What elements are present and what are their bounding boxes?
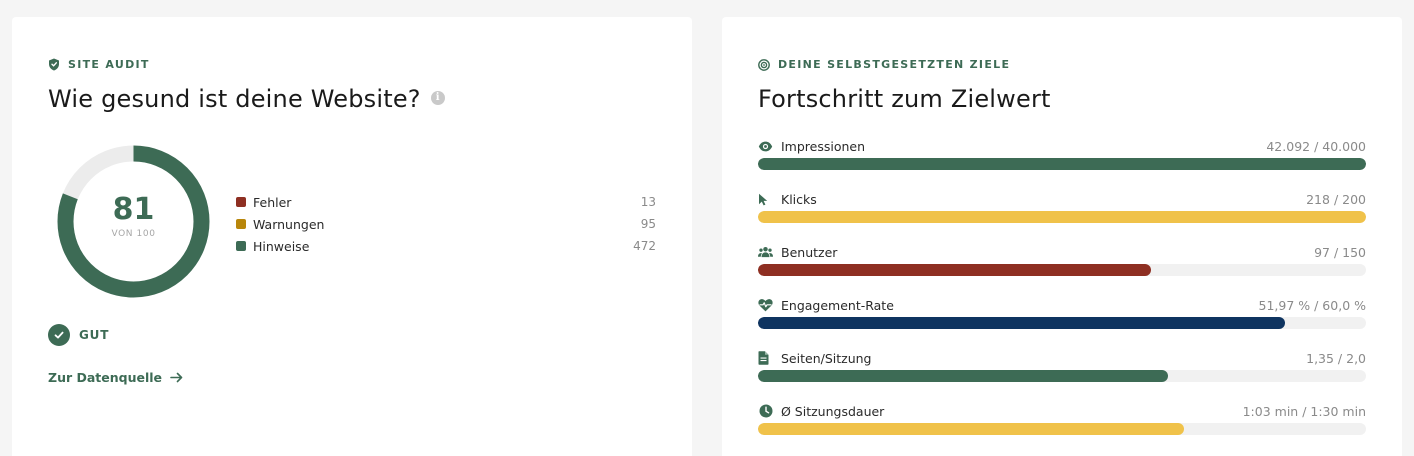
eyebrow-label: SITE AUDIT	[68, 58, 150, 71]
legend-value: 13	[640, 195, 656, 209]
goal-progress-track	[758, 370, 1366, 382]
issue-legend: Fehler 13 Warnungen 95 Hinweise 472	[236, 191, 656, 257]
health-score: 81	[112, 192, 155, 227]
goal-value: 42.092 / 40.000	[1266, 138, 1366, 154]
goal-progress-track	[758, 264, 1366, 276]
goals-title: Fortschritt zum Zielwert	[758, 85, 1051, 113]
data-source-link-label: Zur Datenquelle	[48, 370, 163, 385]
goal-progress-track	[758, 158, 1366, 170]
site-audit-card: SITE AUDIT Wie gesund ist deine Website?…	[12, 17, 692, 456]
legend-value: 95	[640, 217, 656, 231]
cursor-icon	[758, 192, 773, 207]
goal-label: Klicks	[781, 191, 817, 207]
legend-swatch	[236, 219, 246, 229]
goals-list: Impressionen 42.092 / 40.000 Klicks 218 …	[758, 137, 1366, 455]
arrow-right-icon	[170, 372, 183, 383]
goal-value: 218 / 200	[1306, 191, 1366, 207]
goal-progress-fill	[758, 211, 1366, 223]
goal-item-pages-per-session: Seiten/Sitzung 1,35 / 2,0	[758, 349, 1366, 402]
status-badge: GUT	[48, 324, 109, 346]
goals-eyebrow: DEINE SELBSTGESETZTEN ZIELE	[758, 58, 1010, 71]
goal-label: Impressionen	[781, 138, 866, 154]
legend-label: Hinweise	[253, 238, 310, 254]
heart-pulse-icon	[758, 298, 773, 313]
donut-progress-arc	[57, 145, 210, 298]
check-icon	[48, 324, 70, 346]
legend-label: Warnungen	[253, 216, 325, 232]
goal-progress-fill	[758, 317, 1285, 329]
goal-label: Engagement-Rate	[781, 297, 894, 313]
site-audit-eyebrow: SITE AUDIT	[48, 58, 150, 71]
goal-item-impressions: Impressionen 42.092 / 40.000	[758, 137, 1366, 190]
legend-swatch	[236, 197, 246, 207]
users-icon	[758, 245, 773, 260]
legend-item-notices: Hinweise 472	[236, 235, 656, 257]
clock-icon	[758, 404, 773, 419]
legend-swatch	[236, 241, 246, 251]
shield-icon	[49, 58, 59, 71]
document-icon	[758, 351, 773, 366]
goal-item-users: Benutzer 97 / 150	[758, 243, 1366, 296]
goal-label: Benutzer	[781, 244, 838, 260]
legend-value: 472	[633, 239, 656, 253]
donut-chart	[57, 145, 210, 298]
goal-progress-fill	[758, 158, 1366, 170]
audit-title: Wie gesund ist deine Website?	[48, 85, 421, 113]
goal-value: 97 / 150	[1314, 244, 1366, 260]
goal-progress-track	[758, 211, 1366, 223]
goal-progress-fill	[758, 423, 1184, 435]
legend-item-errors: Fehler 13	[236, 191, 656, 213]
legend-label: Fehler	[253, 194, 292, 210]
goals-card: DEINE SELBSTGESETZTEN ZIELE Fortschritt …	[722, 17, 1402, 456]
goal-label: Ø Sitzungsdauer	[781, 403, 885, 419]
goal-progress-track	[758, 317, 1366, 329]
info-icon[interactable]	[430, 91, 445, 105]
goal-item-session-duration: Ø Sitzungsdauer 1:03 min / 1:30 min	[758, 402, 1366, 455]
goal-progress-fill	[758, 370, 1169, 382]
health-score-donut: 81 VON 100	[56, 144, 211, 299]
status-label: GUT	[79, 328, 110, 342]
data-source-link[interactable]: Zur Datenquelle	[48, 370, 183, 385]
goal-progress-track	[758, 423, 1366, 435]
legend-item-warnings: Warnungen 95	[236, 213, 656, 235]
goal-value: 1,35 / 2,0	[1306, 350, 1366, 366]
goal-item-clicks: Klicks 218 / 200	[758, 190, 1366, 243]
goal-value: 51,97 % / 60,0 %	[1258, 297, 1366, 313]
eyebrow-label: DEINE SELBSTGESETZTEN ZIELE	[778, 58, 1011, 71]
page-title: Wie gesund ist deine Website?	[48, 85, 445, 113]
goal-item-engagement-rate: Engagement-Rate 51,97 % / 60,0 %	[758, 296, 1366, 349]
goal-value: 1:03 min / 1:30 min	[1242, 403, 1366, 419]
health-score-suffix: VON 100	[111, 229, 156, 239]
goal-progress-fill	[758, 264, 1152, 276]
eye-icon	[758, 139, 773, 154]
target-icon	[758, 58, 770, 71]
goal-label: Seiten/Sitzung	[781, 350, 872, 366]
